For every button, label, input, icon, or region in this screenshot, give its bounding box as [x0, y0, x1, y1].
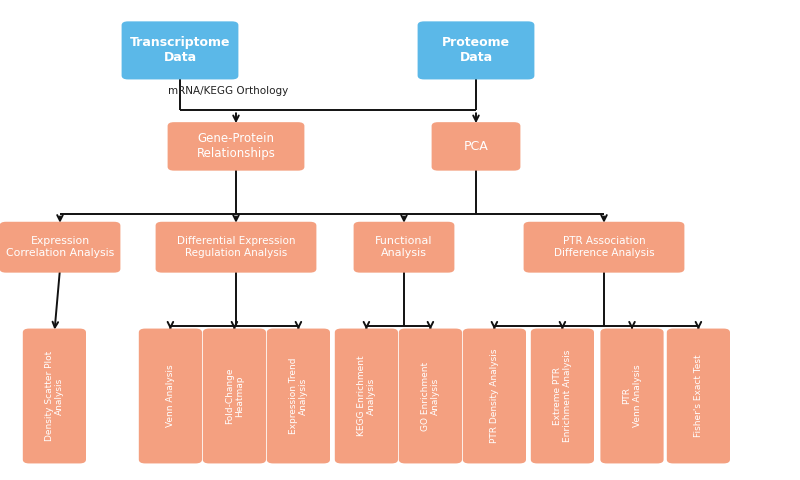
- Text: PTR Density Analysis: PTR Density Analysis: [490, 349, 499, 443]
- Text: PCA: PCA: [464, 140, 488, 153]
- Text: Differential Expression
Regulation Analysis: Differential Expression Regulation Analy…: [177, 237, 295, 258]
- Text: Expression
Correlation Analysis: Expression Correlation Analysis: [6, 237, 114, 258]
- Text: Extreme PTR
Enrichment Analysis: Extreme PTR Enrichment Analysis: [553, 350, 572, 442]
- Text: Fisher's Exact Test: Fisher's Exact Test: [694, 355, 703, 437]
- Text: GO Enrichment
Analysis: GO Enrichment Analysis: [421, 361, 440, 431]
- Text: PTR
Venn Analysis: PTR Venn Analysis: [622, 365, 642, 427]
- FancyBboxPatch shape: [601, 328, 664, 464]
- Text: Fold-Change
Heatmap: Fold-Change Heatmap: [225, 368, 244, 424]
- FancyBboxPatch shape: [462, 328, 526, 464]
- FancyBboxPatch shape: [524, 222, 685, 273]
- FancyBboxPatch shape: [0, 222, 121, 273]
- FancyBboxPatch shape: [531, 328, 594, 464]
- Text: Proteome
Data: Proteome Data: [442, 36, 510, 64]
- Text: mRNA/KEGG Orthology: mRNA/KEGG Orthology: [168, 86, 288, 96]
- Text: Density Scatter Plot
Analysis: Density Scatter Plot Analysis: [45, 351, 64, 441]
- FancyBboxPatch shape: [667, 328, 730, 464]
- Text: Transcriptome
Data: Transcriptome Data: [130, 36, 230, 64]
- FancyBboxPatch shape: [418, 22, 534, 79]
- FancyBboxPatch shape: [399, 328, 462, 464]
- FancyBboxPatch shape: [354, 222, 454, 273]
- FancyBboxPatch shape: [432, 122, 520, 171]
- FancyBboxPatch shape: [139, 328, 202, 464]
- Text: Expression Trend
Analysis: Expression Trend Analysis: [289, 358, 308, 434]
- FancyBboxPatch shape: [267, 328, 330, 464]
- Text: PTR Association
Difference Analysis: PTR Association Difference Analysis: [554, 237, 654, 258]
- FancyBboxPatch shape: [167, 122, 304, 171]
- FancyBboxPatch shape: [202, 328, 266, 464]
- FancyBboxPatch shape: [23, 328, 86, 464]
- FancyBboxPatch shape: [122, 22, 238, 79]
- Text: Venn Analysis: Venn Analysis: [166, 365, 175, 427]
- FancyBboxPatch shape: [335, 328, 398, 464]
- Text: KEGG Enrichment
Analysis: KEGG Enrichment Analysis: [357, 356, 376, 436]
- Text: Functional
Analysis: Functional Analysis: [375, 237, 433, 258]
- Text: Gene-Protein
Relationships: Gene-Protein Relationships: [197, 132, 275, 160]
- FancyBboxPatch shape: [155, 222, 316, 273]
